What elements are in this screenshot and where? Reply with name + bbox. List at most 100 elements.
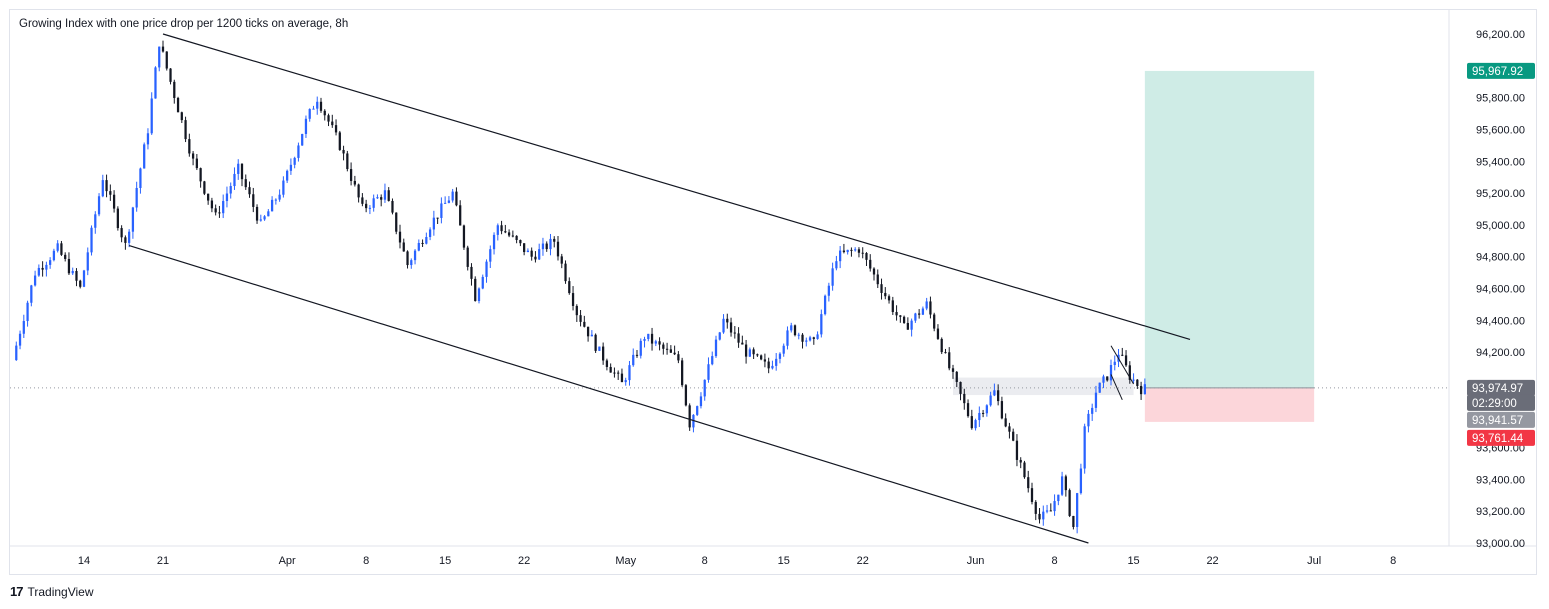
candle-body <box>131 207 135 232</box>
y-tick-label: 95,200.00 <box>1476 188 1525 200</box>
candle-body <box>1072 515 1075 527</box>
position-zones <box>10 70 1449 422</box>
candle-body <box>191 153 195 159</box>
candle-body <box>1124 355 1128 366</box>
brand-name[interactable]: TradingView <box>27 584 94 599</box>
candle-body <box>752 349 755 355</box>
candle-body <box>669 349 672 353</box>
chart-title: Growing Index with one price drop per 12… <box>19 18 349 30</box>
candle-body <box>267 211 270 217</box>
candle-body <box>353 180 356 185</box>
candle-body <box>176 97 180 113</box>
candle-body <box>334 125 338 133</box>
candle-body <box>1079 468 1083 494</box>
x-tick-label: 22 <box>518 555 530 567</box>
candle-body <box>921 308 925 315</box>
candle-body <box>146 133 150 145</box>
candle-body <box>598 346 601 351</box>
x-tick-label: Apr <box>279 555 296 567</box>
candle-body <box>632 354 635 366</box>
candle-body <box>639 340 642 356</box>
current-price-tag-bg <box>1467 379 1535 396</box>
candle-body <box>432 217 435 230</box>
candle-body <box>808 337 812 341</box>
candle-body <box>891 300 894 313</box>
candle-body <box>387 190 390 201</box>
candle-body <box>37 267 40 276</box>
stop-price-tag-bg <box>1467 429 1535 446</box>
current-price-tag: 93,974.97 <box>1472 383 1523 395</box>
candle-body <box>1027 477 1030 489</box>
candle-body <box>150 98 153 134</box>
candle-body <box>255 206 259 221</box>
candle-body <box>225 193 229 202</box>
candle-body <box>1019 459 1022 463</box>
candle-body <box>293 157 296 165</box>
candle-body <box>617 372 620 374</box>
candle-body <box>323 110 326 116</box>
candle-body <box>101 180 104 197</box>
entry-price-tag: 93,941.57 <box>1472 415 1523 427</box>
candle-body <box>1012 431 1015 441</box>
candle-body <box>556 241 560 257</box>
candle-body <box>684 385 688 406</box>
candle-body <box>553 238 556 242</box>
candle-body <box>579 315 582 322</box>
candle-body <box>940 338 943 353</box>
candle-body <box>816 334 819 339</box>
candle-body <box>451 191 454 201</box>
candle-body <box>914 313 917 321</box>
candle-body <box>902 316 906 323</box>
target-zone <box>1144 70 1315 388</box>
candle-body <box>707 364 710 380</box>
candle-body <box>26 302 29 322</box>
candle-body <box>346 153 349 170</box>
candle-body <box>481 276 484 289</box>
tradingview-logo-icon: 17 <box>10 584 24 599</box>
candle-body <box>1083 426 1086 469</box>
candle-body <box>135 187 138 208</box>
candle-body <box>526 250 530 253</box>
candle-body <box>395 212 398 232</box>
candle-body <box>489 249 492 262</box>
candle-body <box>406 251 409 266</box>
x-tick-label: 14 <box>78 555 90 567</box>
candle-body <box>82 270 86 287</box>
candle-body <box>511 235 514 237</box>
candle-body <box>722 318 725 333</box>
candle-body <box>286 170 289 181</box>
candle-body <box>301 133 304 146</box>
candle-body <box>812 337 815 339</box>
candle-body <box>199 168 202 182</box>
candle-body <box>925 301 928 309</box>
channel-upper-line <box>162 33 1191 340</box>
candle-body <box>109 191 112 195</box>
candle-body <box>1000 401 1004 419</box>
countdown-tag-bg <box>1467 394 1535 411</box>
stop-price-tag: 93,761.44 <box>1472 433 1524 445</box>
candle-body <box>955 371 958 382</box>
candle-body <box>827 285 830 296</box>
candle-body <box>79 280 82 287</box>
candle-body <box>951 368 955 372</box>
candle-body <box>15 345 18 361</box>
candle-body <box>586 326 590 337</box>
candle-body <box>590 334 593 337</box>
candle-body <box>775 358 778 366</box>
candle-body <box>854 249 857 251</box>
candle-body <box>966 403 970 417</box>
candle-body <box>861 252 864 254</box>
candle-body <box>331 121 334 126</box>
candle-body <box>56 243 59 251</box>
candle-body <box>1143 384 1146 395</box>
flag-lower-line <box>1110 374 1123 401</box>
candle-body <box>94 214 97 228</box>
candle-body <box>613 372 616 374</box>
candle-body <box>1098 382 1101 393</box>
candles-layer <box>15 40 1146 534</box>
candle-body <box>237 163 240 174</box>
candle-body <box>1091 407 1094 414</box>
candle-body <box>169 68 172 82</box>
candle-body <box>436 217 439 219</box>
